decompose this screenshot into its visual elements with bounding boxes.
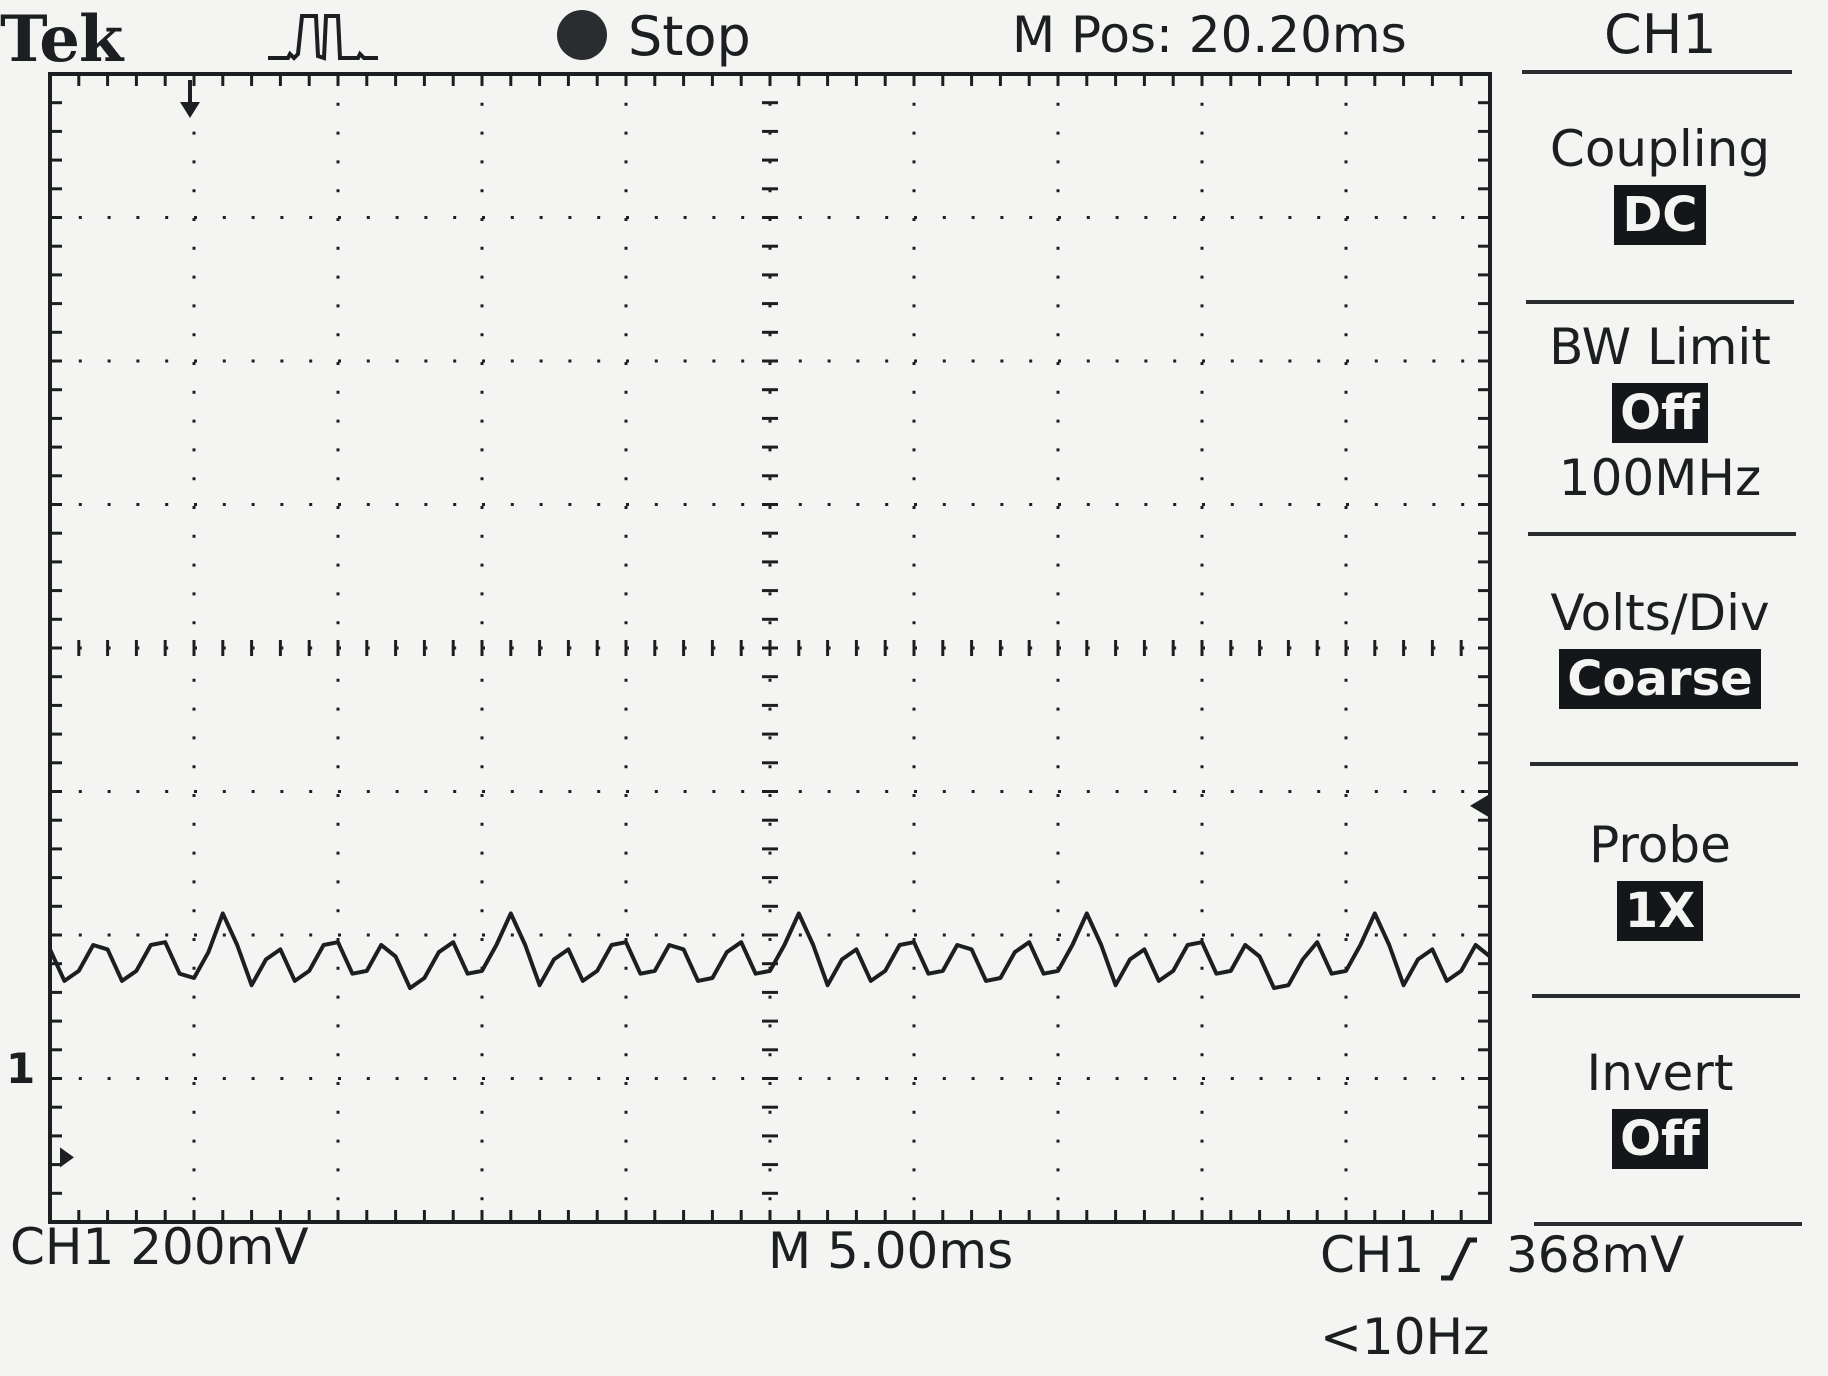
menu-item-probe[interactable]: Probe 1X <box>1520 818 1800 941</box>
menu-title-bw-limit: BW Limit <box>1549 318 1771 376</box>
trigger-channel-readout: CH1 <box>1320 1226 1425 1284</box>
menu-divider <box>1528 532 1796 536</box>
menu-item-coupling[interactable]: Coupling DC <box>1520 122 1800 245</box>
menu-item-bw-limit[interactable]: BW Limit Off 100MHz <box>1520 318 1800 508</box>
record-dot-icon <box>557 10 607 60</box>
ch1-scale-readout: CH1 200mV <box>10 1218 309 1276</box>
menu-value-coupling: DC <box>1614 185 1706 245</box>
menu-value-bw-limit: Off <box>1612 383 1708 443</box>
menu-divider <box>1530 762 1798 766</box>
menu-item-volts-div[interactable]: Volts/Div Coarse <box>1520 586 1800 709</box>
timebase-readout: M 5.00ms <box>768 1222 1014 1280</box>
menu-divider <box>1534 1222 1802 1226</box>
menu-title-volts-div: Volts/Div <box>1550 584 1770 642</box>
menu-extra-bw-limit: 100MHz <box>1558 449 1762 507</box>
graticule-grid <box>48 72 1492 1224</box>
trigger-position-arrow-icon <box>180 102 200 118</box>
menu-channel-title: CH1 <box>1604 3 1717 66</box>
ch1-waveform-trace <box>48 911 1492 991</box>
menu-value-volts-div: Coarse <box>1559 649 1761 709</box>
menu-divider <box>1526 300 1794 304</box>
brand-logo: Tek <box>0 2 123 77</box>
menu-value-invert: Off <box>1612 1109 1708 1169</box>
ch1-ground-arrow-icon <box>60 1147 74 1168</box>
menu-title-probe: Probe <box>1589 816 1731 874</box>
ch1-ground-marker: 1 <box>6 1044 36 1093</box>
rising-edge-icon <box>1441 1237 1477 1281</box>
run-state-label: Stop <box>628 5 751 68</box>
menu-title-coupling: Coupling <box>1549 120 1771 178</box>
trigger-level-readout: 368mV <box>1506 1226 1685 1284</box>
menu-divider <box>1532 994 1800 998</box>
menu-title-invert: Invert <box>1586 1044 1734 1102</box>
menu-divider <box>1522 70 1792 74</box>
trigger-frequency-readout: <10Hz <box>1320 1308 1490 1366</box>
main-position-readout: M Pos: 20.20ms <box>1012 6 1407 64</box>
trigger-level-arrow-icon <box>1470 793 1490 818</box>
trigger-pulse-icon <box>268 14 378 61</box>
menu-item-invert[interactable]: Invert Off <box>1520 1046 1800 1169</box>
menu-value-probe: 1X <box>1616 881 1704 941</box>
